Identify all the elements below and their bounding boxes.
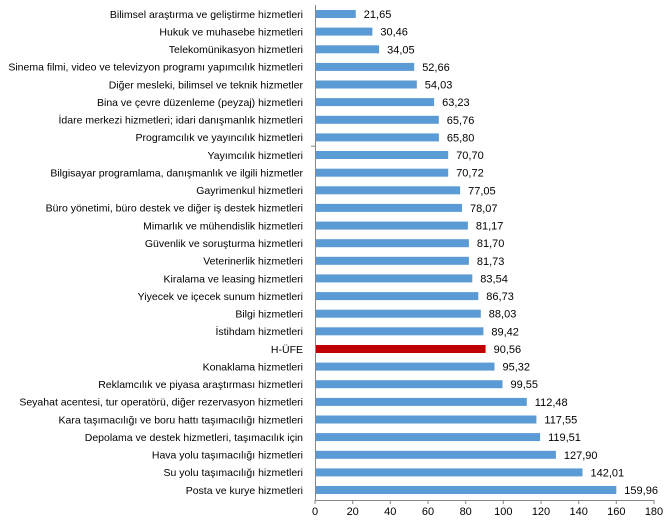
- value-label: 89,42: [491, 326, 519, 338]
- category-label: Depolama ve destek hizmetleri, taşımacıl…: [85, 432, 303, 444]
- bar: [316, 62, 415, 71]
- value-label: 70,72: [456, 168, 484, 180]
- bar: [316, 203, 462, 212]
- bar: [316, 450, 556, 459]
- value-label: 21,65: [364, 9, 392, 21]
- bar: [316, 10, 356, 18]
- category-label: Yiyecek ve içecek sunum hizmetleri: [138, 291, 303, 303]
- category-label: Güvenlik ve soruşturma hizmetleri: [145, 238, 303, 250]
- category-label: İdare merkezi hizmetleri; idari danışman…: [59, 114, 304, 127]
- bar: [316, 256, 469, 265]
- x-tick-label: 180: [645, 506, 663, 518]
- value-label: 119,51: [548, 432, 581, 444]
- value-label: 30,46: [380, 27, 408, 39]
- value-label: 90,56: [494, 344, 522, 356]
- x-tick-label: 160: [607, 506, 625, 518]
- bar: [316, 327, 484, 336]
- x-tick-label: 80: [460, 506, 472, 518]
- category-label: Yayımcılık hizmetleri: [208, 150, 304, 162]
- category-label: Telekomünikasyon hizmetleri: [169, 44, 303, 56]
- bar: [316, 292, 479, 301]
- category-label: Su yolu taşımacılığı hizmetleri: [164, 467, 303, 479]
- value-label: 70,70: [456, 150, 484, 162]
- bar: [316, 309, 481, 318]
- axes: 0 20 40 60 80 100 120 140 160 180: [311, 5, 663, 518]
- bar: [316, 45, 380, 54]
- bar: [316, 397, 527, 406]
- category-label: Konaklama hizmetleri: [203, 361, 303, 373]
- value-label: 77,05: [468, 185, 496, 197]
- category-label: İstihdam hizmetleri: [215, 325, 303, 338]
- bar-highlight: [316, 345, 486, 353]
- value-label: 127,90: [564, 450, 598, 462]
- category-label: H-ÜFE: [271, 344, 303, 356]
- bars-group: [316, 10, 617, 494]
- value-label: 95,32: [503, 362, 531, 374]
- value-label: 112,48: [535, 397, 568, 409]
- bar: [316, 133, 439, 142]
- value-label: 86,73: [486, 291, 514, 303]
- x-tick-label: 60: [422, 506, 434, 518]
- category-label: Mimarlık ve mühendislik hizmetleri: [143, 220, 303, 232]
- value-label: 81,17: [476, 221, 504, 233]
- bar: [316, 168, 449, 177]
- bar: [316, 98, 435, 107]
- value-label: 81,70: [477, 238, 505, 250]
- value-label: 54,03: [425, 80, 453, 92]
- bar: [316, 186, 461, 195]
- bar: [316, 415, 537, 424]
- bar: [316, 239, 469, 248]
- value-label: 65,76: [447, 115, 475, 127]
- value-label: 117,55: [544, 415, 577, 427]
- value-label: 81,73: [477, 256, 505, 268]
- category-label: Kara taşımacılığı ve boru hattı taşımacı…: [58, 414, 303, 426]
- bar: [316, 274, 473, 283]
- category-label: Posta ve kurye hizmetleri: [186, 485, 303, 497]
- bar: [316, 221, 468, 230]
- bar: [316, 468, 583, 477]
- x-tick-label: 40: [384, 506, 396, 518]
- value-label: 52,66: [422, 62, 450, 74]
- bar: [316, 433, 541, 442]
- category-label: Gayrimenkul hizmetleri: [196, 185, 303, 197]
- value-label: 63,23: [442, 97, 470, 109]
- x-tick-label: 140: [570, 506, 588, 518]
- category-label: Hukuk ve muhasebe hizmetleri: [159, 26, 303, 38]
- bar: [316, 27, 373, 36]
- value-label: 83,54: [480, 273, 508, 285]
- bar: [316, 380, 503, 389]
- category-label: Bilimsel araştırma ve geliştirme hizmetl…: [110, 9, 303, 21]
- x-tick-label: 20: [347, 506, 359, 518]
- bar: [316, 80, 417, 89]
- bar: [316, 486, 617, 494]
- category-label: Programcılık ve yayıncılık hizmetleri: [136, 132, 303, 144]
- value-label: 65,80: [447, 132, 475, 144]
- category-label: Bilgi hizmetleri: [235, 309, 303, 321]
- value-label: 159,96: [624, 485, 658, 497]
- bar: [316, 115, 439, 124]
- category-label: Büro yönetimi, büro destek ve diğer iş d…: [46, 203, 303, 215]
- value-label: 78,07: [470, 203, 498, 215]
- category-label: Sinema filmi, video ve televizyon progra…: [8, 62, 303, 74]
- x-tick-label: 100: [494, 506, 512, 518]
- x-tick-label: 0: [312, 506, 318, 518]
- x-tick-label: 120: [532, 506, 550, 518]
- category-label: Veterinerlik hizmetleri: [203, 256, 303, 268]
- value-label: 99,55: [511, 379, 539, 391]
- category-label: Bina ve çevre düzenleme (peyzaj) hizmetl…: [97, 97, 303, 109]
- value-labels: 21,65 30,46 34,05 52,66 54,03 63,23 65,76 65,80…: [364, 9, 658, 497]
- bar: [316, 151, 449, 159]
- bar: [316, 362, 495, 371]
- category-label: Diğer mesleki, bilimsel ve teknik hizmet…: [109, 79, 304, 91]
- category-label: Seyahat acentesi, tur operatörü, diğer r…: [19, 397, 303, 409]
- category-label: Reklamcılık ve piyasa araştırması hizmet…: [98, 379, 303, 391]
- value-label: 34,05: [387, 44, 415, 56]
- category-labels: Bilimsel araştırma ve geliştirme hizmetl…: [8, 9, 303, 497]
- category-label: Bilgisayar programlama, danışmanlık ve i…: [50, 168, 303, 180]
- category-label: Kiralama ve leasing hizmetleri: [164, 273, 303, 285]
- category-label: Hava yolu taşımacılığı hizmetleri: [152, 450, 303, 462]
- value-label: 88,03: [489, 309, 517, 321]
- value-label: 142,01: [591, 467, 625, 479]
